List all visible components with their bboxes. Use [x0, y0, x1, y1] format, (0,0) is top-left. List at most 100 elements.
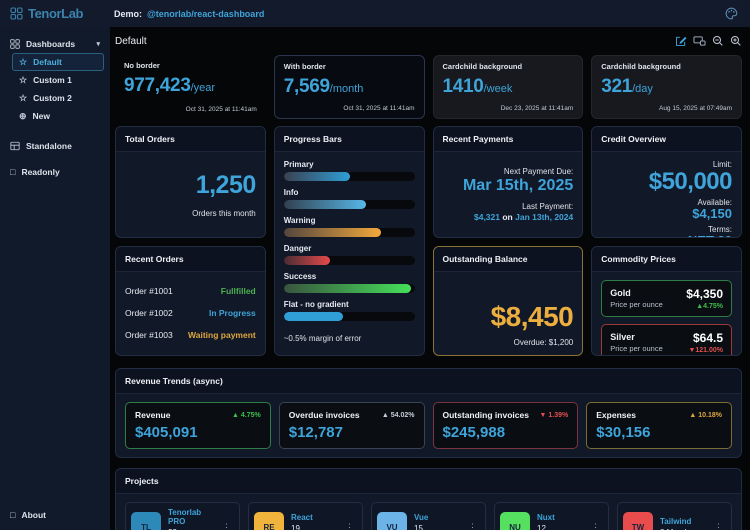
stat-value: 1410/week	[442, 76, 513, 97]
sidebar-item-new[interactable]: ⊕ New	[12, 107, 104, 125]
trend-card-outstanding-invoices[interactable]: Outstanding invoices ▼ 1.39% $245,988	[432, 402, 579, 449]
project-card-nuxt[interactable]: NU Nuxt 12 Members ⋮	[494, 502, 609, 530]
progress-bars-panel: Progress Bars Primary Info Warning	[273, 126, 425, 356]
trend-card-expenses[interactable]: Expenses ▲ 10.18% $30,156	[586, 402, 732, 449]
project-info: Nuxt 12 Members	[537, 512, 555, 530]
sidebar-item-standalone[interactable]: Standalone	[6, 137, 104, 155]
project-card-react[interactable]: RE React 19 Members ⋮	[248, 502, 363, 530]
logo[interactable]: TenorLab	[0, 6, 110, 21]
order-row[interactable]: Order #1002 In Progress	[125, 302, 256, 324]
stat-label: No border	[124, 61, 160, 70]
progress-fill	[283, 256, 330, 265]
sidebar-item-label: Standalone	[26, 141, 72, 151]
avatar: RE	[254, 512, 284, 530]
sidebar-group-label: Dashboards	[26, 39, 76, 49]
trend-change: ▲ 54.02%	[381, 411, 415, 419]
star-icon: ☆	[19, 56, 28, 67]
trend-card-revenue[interactable]: Revenue ▲ 4.75% $405,091	[125, 402, 271, 449]
progress-fill	[283, 200, 367, 209]
stat-value: 321/day	[601, 76, 653, 97]
commodity-prices-panel: Commodity Prices Gold Price per ounce $4…	[591, 246, 742, 356]
recent-orders-panel: Recent Orders Order #1001 Fullfilled Ord…	[115, 246, 266, 356]
order-id: Order #1003	[125, 330, 173, 340]
outstanding-balance-value: $8,450	[490, 301, 574, 332]
stat-date: Dec 23, 2025 at 11:41am	[500, 105, 574, 112]
panel-title: Progress Bars	[274, 127, 424, 152]
sidebar-item-label: New	[32, 111, 51, 121]
sidebar-item-label: Custom 2	[33, 93, 72, 103]
kebab-menu-icon[interactable]: ⋮	[468, 521, 477, 530]
stat-label: With border	[283, 62, 326, 71]
dashboards-grid-icon	[10, 39, 20, 49]
trend-label: Overdue invoices	[288, 410, 360, 420]
trend-change: ▲ 10.18%	[689, 411, 722, 419]
project-card-tenorlab-pro[interactable]: TL Tenorlab PRO 23 Members ⋮	[125, 502, 240, 530]
panel-grid: Total Orders 1,250 Orders this month Rec…	[115, 126, 742, 356]
stat-date: Aug 15, 2025 at 07:49am	[658, 105, 732, 112]
project-card-vue[interactable]: VU Vue 15 Members ⋮	[371, 502, 486, 530]
order-id: Order #1002	[125, 308, 173, 318]
recent-payments-panel: Recent Payments Next Payment Due: Mar 15…	[432, 126, 584, 238]
trend-card-overdue-invoices[interactable]: Overdue invoices ▲ 54.02% $12,787	[278, 402, 425, 449]
page-title: Default	[115, 35, 147, 47]
stat-card-month[interactable]: With border 7,569/month Oct 31, 2025 at …	[273, 55, 425, 119]
order-status: In Progress	[208, 308, 256, 318]
sidebar-item-custom-1[interactable]: ☆ Custom 1	[12, 71, 104, 89]
sidebar-item-default[interactable]: ☆ Default	[12, 53, 104, 71]
demo-breadcrumb: Demo: @tenorlab/react-dashboard	[114, 9, 264, 19]
stat-card-week[interactable]: Cardchild background 1410/week Dec 23, 2…	[432, 55, 584, 119]
trend-change: ▼ 1.39%	[539, 411, 569, 419]
commodity-silver[interactable]: Silver Price per ounce $64.5 ▼121.00%	[601, 324, 732, 355]
revenue-trends-panel: Revenue Trends (async) Revenue ▲ 4.75% $…	[115, 368, 742, 458]
sidebar-item-label: Default	[33, 57, 62, 67]
trend-value: $245,988	[442, 424, 506, 441]
theme-palette-icon[interactable]	[725, 7, 738, 20]
square-icon: □	[10, 509, 16, 520]
progress-fill	[283, 228, 381, 237]
order-row[interactable]: Order #1001 Fullfilled	[125, 280, 256, 302]
sidebar-item-readonly[interactable]: □ Readonly	[6, 163, 104, 181]
edit-icon[interactable]	[675, 35, 687, 47]
repo-link[interactable]: @tenorlab/react-dashboard	[147, 8, 265, 19]
project-card-tailwind[interactable]: TW Tailwind 8 Members ⋮	[617, 502, 732, 530]
devices-icon[interactable]	[693, 35, 706, 47]
panel-title: Projects	[116, 469, 741, 494]
total-orders-subtitle: Orders this month	[192, 209, 256, 218]
stat-value: 977,423/year	[124, 75, 216, 96]
avatar: TW	[623, 512, 653, 530]
kebab-menu-icon[interactable]: ⋮	[714, 521, 723, 530]
order-row[interactable]: Order #1003 Waiting payment	[125, 324, 256, 346]
credit-terms-label: Terms:	[708, 225, 732, 235]
credit-available-label: Available:	[697, 198, 732, 208]
kebab-menu-icon[interactable]: ⋮	[591, 521, 600, 530]
star-icon: ☆	[19, 92, 28, 103]
sidebar-group-dashboards[interactable]: Dashboards ▾	[6, 35, 104, 53]
sidebar-dashboard-list: ☆ Default ☆ Custom 1 ☆ Custom 2 ⊕ New	[12, 53, 104, 125]
sidebar-item-label: Readonly	[21, 167, 60, 177]
stat-card-day[interactable]: Cardchild background 321/day Aug 15, 202…	[591, 55, 742, 119]
total-orders-panel: Total Orders 1,250 Orders this month	[115, 126, 266, 238]
progress-success: Success	[283, 272, 415, 293]
top-header: TenorLab Demo: @tenorlab/react-dashboard	[0, 0, 750, 27]
credit-terms-value: NET 30	[688, 233, 732, 237]
panel-title: Total Orders	[116, 127, 265, 152]
progress-primary: Primary	[283, 160, 415, 181]
total-orders-value: 1,250	[195, 171, 257, 199]
sidebar-item-about[interactable]: □ About	[10, 510, 46, 520]
trend-label: Outstanding invoices	[442, 410, 529, 420]
order-id: Order #1001	[125, 286, 173, 296]
kebab-menu-icon[interactable]: ⋮	[345, 521, 354, 530]
commodity-info: Silver Price per ounce	[610, 332, 663, 353]
credit-available-value: $4,150	[692, 206, 732, 222]
kebab-menu-icon[interactable]: ⋮	[222, 521, 231, 530]
progress-danger: Danger	[283, 244, 415, 265]
commodity-gold[interactable]: Gold Price per ounce $4,350 ▲4.75%	[601, 280, 732, 317]
stat-card-year[interactable]: No border 977,423/year Oct 31, 2025 at 1…	[115, 55, 266, 119]
content-header: Default	[115, 27, 742, 55]
progress-warning: Warning	[283, 216, 415, 237]
zoom-out-icon[interactable]	[712, 35, 724, 47]
zoom-in-icon[interactable]	[730, 35, 742, 47]
progress-info: Info	[283, 188, 415, 209]
sidebar-item-custom-2[interactable]: ☆ Custom 2	[12, 89, 104, 107]
